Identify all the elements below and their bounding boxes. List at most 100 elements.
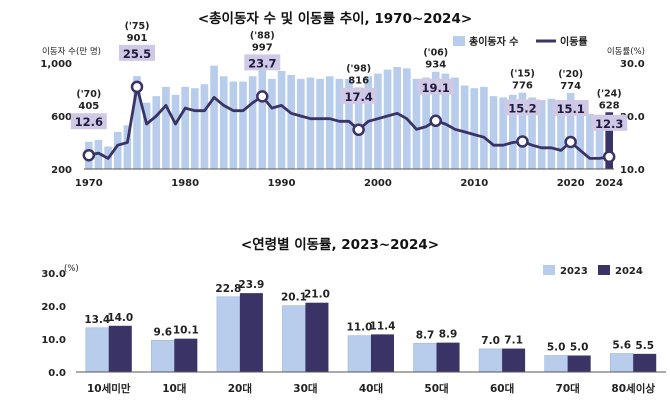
chart1-rate-marker <box>256 90 269 103</box>
chart1-bar <box>460 85 469 169</box>
chart1-x-tick: 2000 <box>364 178 392 189</box>
chart2-category-label: 20대 <box>228 382 252 395</box>
chart2-bar <box>436 342 460 372</box>
chart2-value-label: 21.0 <box>304 289 330 301</box>
chart2-value-label: 5.6 <box>612 340 631 352</box>
chart1-rate-label-box <box>340 87 377 104</box>
chart1-rate-label-box <box>417 78 454 95</box>
chart2-bar <box>544 355 568 373</box>
chart2-value-label: 8.7 <box>416 329 435 341</box>
chart2-value-label: 8.9 <box>439 329 458 341</box>
chart1-bar <box>335 78 344 169</box>
chart1-legend-line-label: 이동률 <box>560 35 588 48</box>
chart2-category-label: 30대 <box>293 382 317 395</box>
chart1-rate-marker <box>130 80 144 94</box>
chart2-legend-2023-swatch <box>543 265 555 275</box>
chart1-x-tick: 1970 <box>75 178 103 189</box>
chart1-movers-year: ('20) <box>558 69 583 80</box>
chart1-bar <box>142 102 151 169</box>
chart2-bar <box>502 348 526 372</box>
chart1-bar <box>258 63 267 169</box>
chart2-y-tick: 30.0 <box>41 269 66 280</box>
chart2-bar <box>567 355 591 372</box>
chart1-bar <box>248 76 257 169</box>
chart2-category-label: 50대 <box>424 382 448 395</box>
chart2-y-tick: 20.0 <box>41 302 66 313</box>
chart1-bar <box>123 125 132 169</box>
chart1-movers-year: ('24) <box>597 88 622 99</box>
chart1-movers-year: ('70) <box>76 89 101 100</box>
chart1-rate-label-box <box>591 114 628 131</box>
chart1-bar <box>191 88 199 169</box>
chart1-bar <box>441 73 450 169</box>
chart1-movers-year: ('98) <box>346 63 371 74</box>
chart1-bar <box>287 74 295 169</box>
chart2-bar <box>174 338 198 372</box>
chart1-bar <box>162 86 170 169</box>
chart1-rate-marker <box>516 135 529 148</box>
chart2-bar <box>305 302 329 372</box>
chart1-movers-label: 774 <box>560 81 581 92</box>
chart1-bar <box>133 76 141 169</box>
chart1-rate-label: 23.7 <box>248 56 276 70</box>
chart1-rate-marker <box>564 135 577 149</box>
chart1-y-left-tick: 200 <box>51 165 72 176</box>
chart1-bar <box>306 77 315 169</box>
chart1-bar <box>345 78 353 169</box>
chart1-bar <box>229 81 238 169</box>
chart2-value-label: 14.0 <box>107 312 133 324</box>
chart2-legend-2023-label: 2023 <box>560 266 588 277</box>
chart1-y-right-label: 이동률(%) <box>607 46 645 57</box>
chart2-bar <box>216 296 241 373</box>
chart1-movers-label: 628 <box>599 100 620 111</box>
chart2-y-tick: 10.0 <box>41 335 66 346</box>
chart1-rate-label: 12.6 <box>75 115 103 129</box>
chart1-movers-year: ('06) <box>423 48 448 59</box>
chart2-legend-2024-swatch <box>598 265 610 275</box>
chart1-rate-label: 12.3 <box>595 117 623 131</box>
chart1-x-tick: 2010 <box>460 178 488 189</box>
chart1-bar <box>200 84 209 169</box>
chart1-rate-label: 17.4 <box>344 90 372 104</box>
chart2-value-label: 20.1 <box>281 292 307 304</box>
chart1-rate-marker <box>82 148 96 162</box>
chart1-movers-year: ('88) <box>250 30 275 41</box>
chart2-title: <연령별 이동률, 2023~2024> <box>241 236 439 253</box>
chart2-unit: (%) <box>64 264 79 274</box>
chart2-value-label: 9.6 <box>154 326 173 338</box>
chart2-bar <box>478 348 503 373</box>
chart1-bar <box>595 114 604 169</box>
chart2-value-label: 13.4 <box>84 314 110 326</box>
chart2-bar <box>85 327 110 373</box>
chart2-y-tick: 0.0 <box>48 368 66 379</box>
chart1-bar <box>576 100 585 169</box>
chart2-bar <box>282 305 306 373</box>
chart1-movers-label: 901 <box>127 33 148 44</box>
chart1-bar <box>181 86 189 169</box>
chart1-title: <총이동자 수 및 이동률 추이, 1970~2024> <box>198 10 472 27</box>
chart1-bar <box>422 77 430 169</box>
chart1-movers-year: ('75) <box>125 21 150 32</box>
chart1-bar <box>499 97 507 169</box>
chart2-value-label: 22.8 <box>215 283 241 295</box>
chart1-bar <box>518 92 527 169</box>
chart1-bar <box>480 86 488 169</box>
chart1-rate-label-box <box>244 54 281 71</box>
chart1-rate-label-box <box>70 113 107 130</box>
chart1-bar <box>219 76 228 169</box>
chart1-bar <box>412 78 421 169</box>
chart1-bar <box>451 77 459 169</box>
chart1-movers-label: 934 <box>425 60 446 71</box>
chart1-y-left-tick: 600 <box>51 112 72 123</box>
chart1-movers-label: 776 <box>512 81 533 92</box>
chart1-bar <box>470 88 479 169</box>
chart2-value-label: 5.0 <box>547 342 566 354</box>
chart1-bar <box>277 70 286 169</box>
chart1-rate-label: 25.5 <box>123 47 151 61</box>
chart1-bar <box>113 131 122 169</box>
chart2-value-label: 11.4 <box>370 320 396 332</box>
chart2-bar <box>151 340 175 373</box>
chart1-movers-label: 405 <box>78 101 99 112</box>
chart1-y-right-tick: 10.0 <box>620 165 645 176</box>
